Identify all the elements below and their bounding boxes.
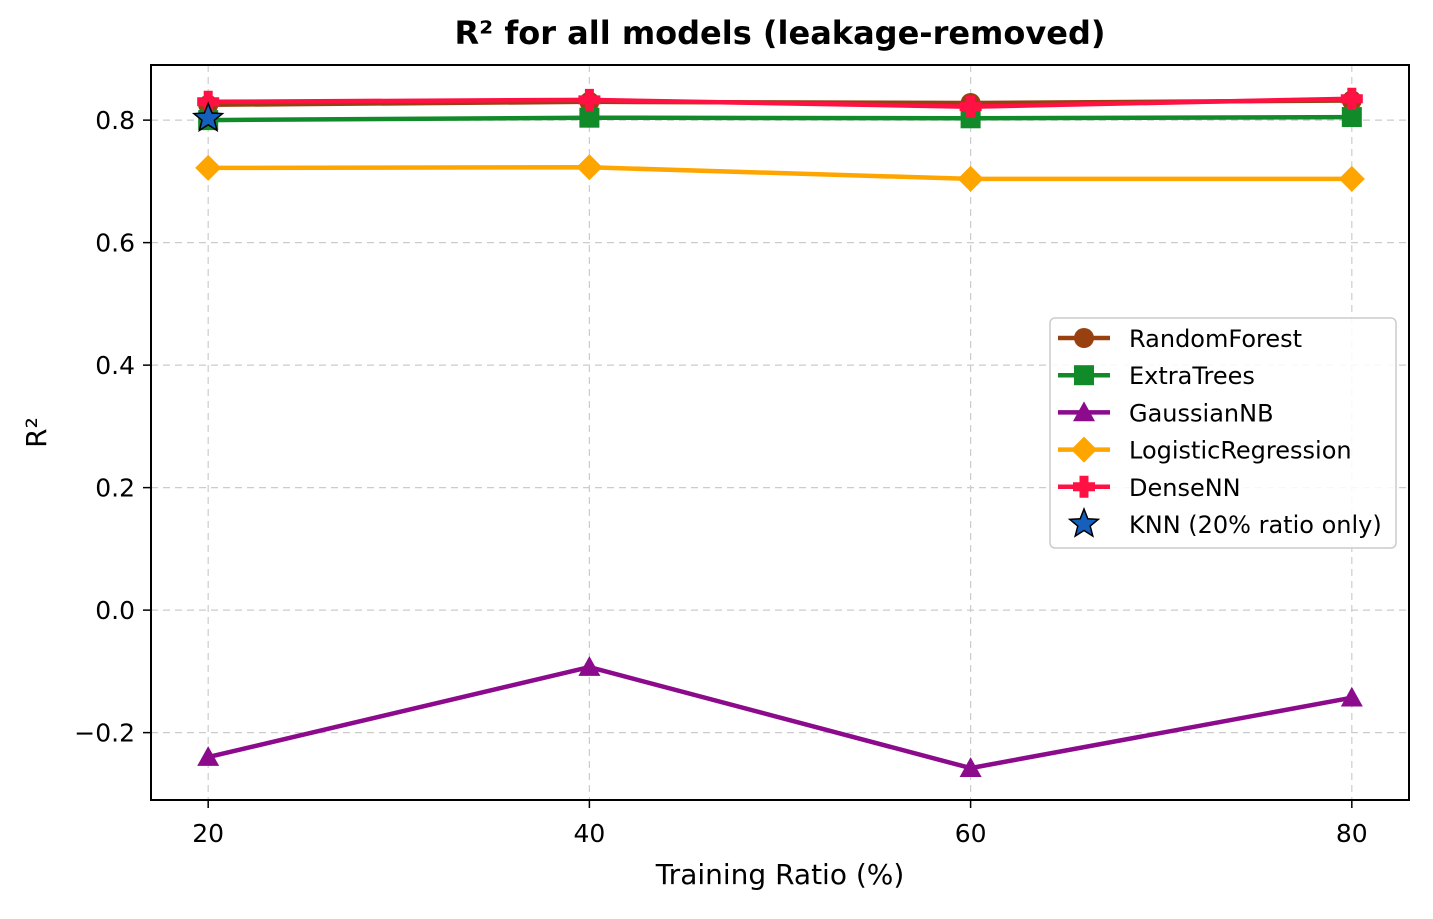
legend-item-extratrees: ExtraTrees	[1058, 362, 1255, 390]
data-point-gaussiannb	[1340, 686, 1363, 707]
data-point-gaussiannb	[197, 746, 220, 766]
legend-marker-densenn	[1073, 475, 1095, 498]
y-tick-label: 0.0	[95, 596, 135, 625]
series-gaussiannb	[197, 656, 1363, 777]
x-tick-label: 80	[1336, 819, 1368, 848]
y-tick-label: 0.6	[95, 229, 135, 258]
y-tick-label: −0.2	[74, 719, 135, 748]
data-point-logisticregression	[576, 154, 603, 181]
x-tick-label: 20	[192, 819, 224, 848]
legend-label-densenn: DenseNN	[1129, 474, 1241, 502]
legend-marker-knn-20-ratio-only	[1067, 506, 1101, 538]
series-extratrees	[198, 107, 1362, 131]
data-point-gaussiannb	[959, 757, 982, 777]
series-line-extratrees	[208, 114, 1352, 123]
y-axis-label: R²	[20, 417, 53, 448]
legend: RandomForest ExtraTrees GaussianNB Logistic…	[1049, 317, 1397, 549]
plot-frame	[150, 64, 1410, 801]
legend-label-extratrees: ExtraTrees	[1129, 362, 1255, 390]
legend-marker-extratrees	[1074, 365, 1094, 386]
y-tick-label: 0.8	[95, 106, 135, 135]
legend-item-gaussiannb: GaussianNB	[1058, 399, 1274, 427]
y-tick-label: 0.2	[95, 474, 135, 503]
series-line-gaussiannb	[207, 664, 1353, 771]
legend-marker-gaussiannb	[1073, 401, 1095, 422]
series-knn-20-ratio-only	[191, 101, 225, 133]
series-logisticregression	[195, 154, 1365, 192]
legend-label-gaussiannb: GaussianNB	[1129, 399, 1274, 427]
legend-label-knn-20-ratio-only: KNN (20% ratio only)	[1129, 511, 1382, 539]
data-point-extratrees	[579, 107, 600, 128]
x-tick-label: 60	[955, 819, 987, 848]
series-layer	[191, 87, 1365, 777]
data-point-densenn	[959, 95, 982, 118]
data-point-knn-20-ratio-only	[191, 101, 225, 133]
ticks-layer: 20 40 60 80 −0.2 0.0 0.2 0.4 0.6 0.8	[74, 106, 1367, 848]
legend-marker-logisticregression	[1071, 436, 1097, 463]
legend-item-logisticregression: LogisticRegression	[1058, 436, 1352, 465]
legend-label-logisticregression: LogisticRegression	[1129, 437, 1352, 465]
data-point-gaussiannb	[578, 656, 601, 676]
legend-box	[1049, 317, 1397, 549]
series-line-densenn	[208, 96, 1352, 109]
legend-label-randomforest: RandomForest	[1129, 325, 1302, 353]
x-tick-label: 40	[573, 819, 605, 848]
series-densenn	[197, 87, 1363, 118]
data-point-logisticregression	[957, 165, 984, 192]
legend-marker-randomforest	[1074, 328, 1094, 348]
x-axis-label: Training Ratio (%)	[655, 858, 905, 891]
legend-item-knn-20-ratio-only: KNN (20% ratio only)	[1067, 506, 1382, 539]
chart-title: R² for all models (leakage-removed)	[455, 14, 1106, 52]
data-point-densenn	[578, 88, 601, 111]
data-point-extratrees	[1341, 107, 1362, 128]
data-point-extratrees	[960, 108, 981, 129]
data-point-densenn	[1340, 87, 1363, 110]
data-point-logisticregression	[195, 154, 222, 181]
legend-item-randomforest: RandomForest	[1058, 325, 1302, 353]
data-point-logisticregression	[1338, 165, 1365, 192]
y-tick-label: 0.4	[95, 351, 135, 380]
legend-item-densenn: DenseNN	[1058, 474, 1241, 502]
series-line-logisticregression	[208, 165, 1352, 182]
